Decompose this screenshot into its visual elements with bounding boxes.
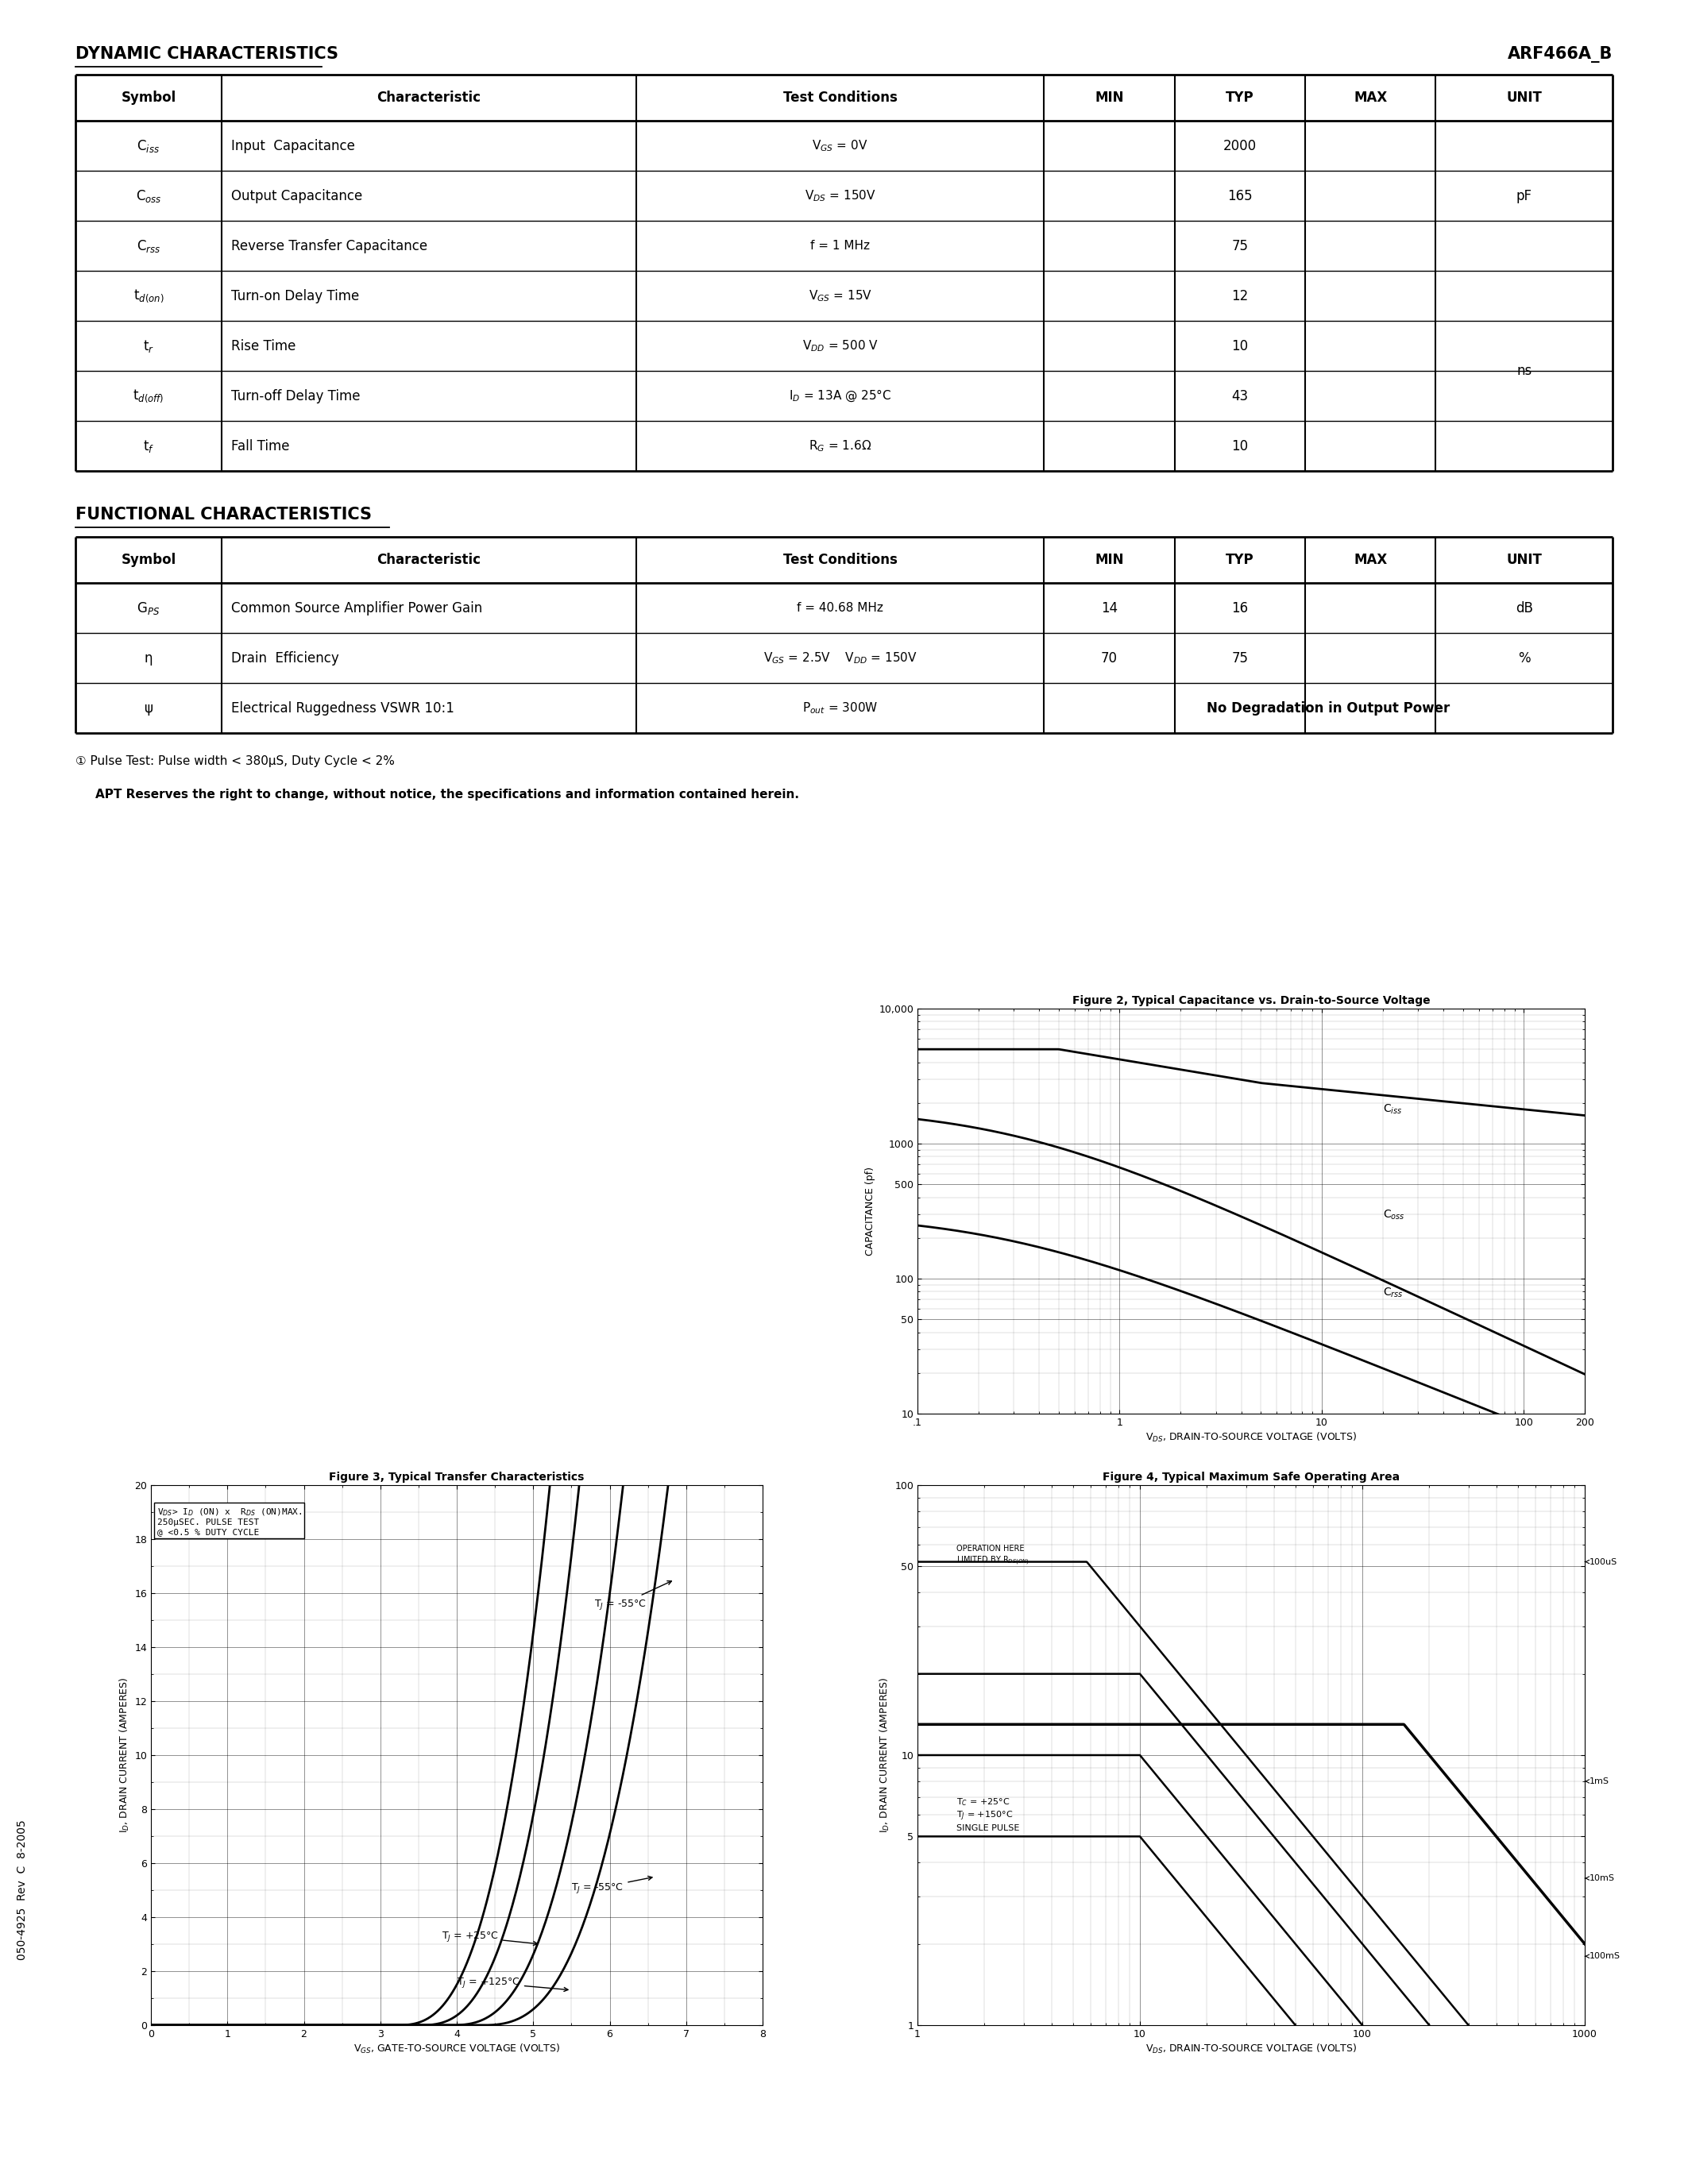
Text: MAX: MAX — [1354, 90, 1388, 105]
Text: C$_{rss}$: C$_{rss}$ — [1382, 1286, 1403, 1299]
Text: 165: 165 — [1227, 188, 1252, 203]
Text: Electrical Ruggedness VSWR 10:1: Electrical Ruggedness VSWR 10:1 — [231, 701, 454, 714]
Text: f = 1 MHz: f = 1 MHz — [810, 240, 869, 251]
Text: pF: pF — [1516, 188, 1533, 203]
Text: Input  Capacitance: Input Capacitance — [231, 138, 354, 153]
Text: TYP: TYP — [1225, 553, 1254, 568]
X-axis label: V$_{DS}$, DRAIN-TO-SOURCE VOLTAGE (VOLTS): V$_{DS}$, DRAIN-TO-SOURCE VOLTAGE (VOLTS… — [1146, 2042, 1357, 2055]
Text: 10: 10 — [1232, 339, 1247, 354]
Text: dB: dB — [1516, 601, 1533, 616]
Text: Characteristic: Characteristic — [376, 553, 481, 568]
Text: T$_J$ = -55°C: T$_J$ = -55°C — [594, 1581, 672, 1612]
Text: 100mS: 100mS — [1585, 1952, 1620, 1961]
Text: %: % — [1518, 651, 1531, 666]
Text: APT Reserves the right to change, without notice, the specifications and informa: APT Reserves the right to change, withou… — [95, 788, 798, 802]
Text: Reverse Transfer Capacitance: Reverse Transfer Capacitance — [231, 238, 427, 253]
Text: 2000: 2000 — [1224, 138, 1256, 153]
Text: Turn-on Delay Time: Turn-on Delay Time — [231, 288, 360, 304]
Text: 10: 10 — [1232, 439, 1247, 452]
Text: 12: 12 — [1231, 288, 1247, 304]
X-axis label: V$_{DS}$, DRAIN-TO-SOURCE VOLTAGE (VOLTS): V$_{DS}$, DRAIN-TO-SOURCE VOLTAGE (VOLTS… — [1146, 1431, 1357, 1444]
Text: Characteristic: Characteristic — [376, 90, 481, 105]
Text: t$_{d(on)}$: t$_{d(on)}$ — [133, 288, 164, 304]
Text: V$_{GS}$ = 15V: V$_{GS}$ = 15V — [809, 288, 873, 304]
Title: Figure 2, Typical Capacitance vs. Drain-to-Source Voltage: Figure 2, Typical Capacitance vs. Drain-… — [1072, 996, 1430, 1007]
Text: UNIT: UNIT — [1506, 553, 1541, 568]
Text: V$_{DS}$> I$_{D}$ (ON) x  R$_{DS}$ (ON)MAX.
250μSEC. PULSE TEST
@ <0.5 % DUTY CY: V$_{DS}$> I$_{D}$ (ON) x R$_{DS}$ (ON)MA… — [157, 1507, 302, 1535]
Text: Test Conditions: Test Conditions — [783, 553, 898, 568]
Text: Symbol: Symbol — [122, 90, 176, 105]
Text: T$_J$ = -55°C: T$_J$ = -55°C — [572, 1876, 652, 1896]
Text: 10mS: 10mS — [1585, 1874, 1615, 1883]
Text: 1mS: 1mS — [1585, 1778, 1609, 1784]
Text: Rise Time: Rise Time — [231, 339, 295, 354]
Text: MIN: MIN — [1094, 90, 1124, 105]
Text: Test Conditions: Test Conditions — [783, 90, 898, 105]
Text: Output Capacitance: Output Capacitance — [231, 188, 363, 203]
Text: V$_{DD}$ = 500 V: V$_{DD}$ = 500 V — [802, 339, 878, 354]
Text: 75: 75 — [1232, 238, 1247, 253]
Text: TYP: TYP — [1225, 90, 1254, 105]
Text: f = 40.68 MHz: f = 40.68 MHz — [797, 603, 883, 614]
Text: 14: 14 — [1101, 601, 1117, 616]
Text: Turn-off Delay Time: Turn-off Delay Time — [231, 389, 360, 404]
Text: ARF466A_B: ARF466A_B — [1507, 46, 1612, 63]
Text: C$_{iss}$: C$_{iss}$ — [137, 138, 160, 153]
Text: Drain  Efficiency: Drain Efficiency — [231, 651, 339, 666]
Text: OPERATION HERE
LIMITED BY R$_{DS(ON)}$: OPERATION HERE LIMITED BY R$_{DS(ON)}$ — [957, 1544, 1030, 1566]
Text: V$_{GS}$ = 2.5V    V$_{DD}$ = 150V: V$_{GS}$ = 2.5V V$_{DD}$ = 150V — [763, 651, 917, 666]
Text: ns: ns — [1516, 365, 1531, 378]
Text: 75: 75 — [1232, 651, 1247, 666]
Text: T$_J$ = +125°C: T$_J$ = +125°C — [457, 1977, 567, 1992]
Text: Common Source Amplifier Power Gain: Common Source Amplifier Power Gain — [231, 601, 483, 616]
Text: η: η — [143, 651, 152, 666]
Text: t$_{r}$: t$_{r}$ — [143, 339, 154, 354]
Text: 70: 70 — [1101, 651, 1117, 666]
Text: 16: 16 — [1232, 601, 1247, 616]
Title: Figure 3, Typical Transfer Characteristics: Figure 3, Typical Transfer Characteristi… — [329, 1472, 584, 1483]
Text: MAX: MAX — [1354, 553, 1388, 568]
Title: Figure 4, Typical Maximum Safe Operating Area: Figure 4, Typical Maximum Safe Operating… — [1102, 1472, 1399, 1483]
Text: C$_{oss}$: C$_{oss}$ — [1382, 1208, 1404, 1221]
Text: R$_{G}$ = 1.6Ω: R$_{G}$ = 1.6Ω — [809, 439, 871, 454]
Y-axis label: I$_{D}$, DRAIN CURRENT (AMPERES): I$_{D}$, DRAIN CURRENT (AMPERES) — [878, 1677, 891, 1832]
Text: t$_{d(off)}$: t$_{d(off)}$ — [133, 389, 164, 404]
Text: Symbol: Symbol — [122, 553, 176, 568]
Text: I$_{D}$ = 13A @ 25°C: I$_{D}$ = 13A @ 25°C — [788, 389, 891, 404]
Text: 43: 43 — [1232, 389, 1247, 404]
Text: V$_{GS}$ = 0V: V$_{GS}$ = 0V — [812, 138, 868, 153]
X-axis label: V$_{GS}$, GATE-TO-SOURCE VOLTAGE (VOLTS): V$_{GS}$, GATE-TO-SOURCE VOLTAGE (VOLTS) — [353, 2042, 560, 2055]
Text: 050-4925  Rev  C  8-2005: 050-4925 Rev C 8-2005 — [17, 1819, 27, 1961]
Text: V$_{DS}$ = 150V: V$_{DS}$ = 150V — [805, 188, 876, 203]
Text: C$_{oss}$: C$_{oss}$ — [135, 188, 162, 203]
Text: ψ: ψ — [143, 701, 154, 714]
Text: T$_C$ = +25°C
T$_J$ = +150°C
SINGLE PULSE: T$_C$ = +25°C T$_J$ = +150°C SINGLE PULS… — [957, 1797, 1020, 1832]
Text: ① Pulse Test: Pulse width < 380μS, Duty Cycle < 2%: ① Pulse Test: Pulse width < 380μS, Duty … — [76, 756, 395, 767]
Text: MIN: MIN — [1094, 553, 1124, 568]
Text: G$_{PS}$: G$_{PS}$ — [137, 601, 160, 616]
Text: T$_J$ = +25°C: T$_J$ = +25°C — [442, 1931, 537, 1946]
Text: DYNAMIC CHARACTERISTICS: DYNAMIC CHARACTERISTICS — [76, 46, 338, 61]
Text: C$_{rss}$: C$_{rss}$ — [137, 238, 160, 253]
Y-axis label: CAPACITANCE (pf): CAPACITANCE (pf) — [866, 1166, 876, 1256]
Y-axis label: I$_{D}$, DRAIN CURRENT (AMPERES): I$_{D}$, DRAIN CURRENT (AMPERES) — [118, 1677, 132, 1832]
Text: No Degradation in Output Power: No Degradation in Output Power — [1207, 701, 1450, 714]
Text: 100uS: 100uS — [1585, 1557, 1617, 1566]
Text: FUNCTIONAL CHARACTERISTICS: FUNCTIONAL CHARACTERISTICS — [76, 507, 371, 522]
Text: P$_{out}$ = 300W: P$_{out}$ = 300W — [802, 701, 878, 716]
Text: Fall Time: Fall Time — [231, 439, 289, 452]
Text: C$_{iss}$: C$_{iss}$ — [1382, 1103, 1403, 1116]
Text: UNIT: UNIT — [1506, 90, 1541, 105]
Text: t$_{f}$: t$_{f}$ — [143, 439, 154, 454]
